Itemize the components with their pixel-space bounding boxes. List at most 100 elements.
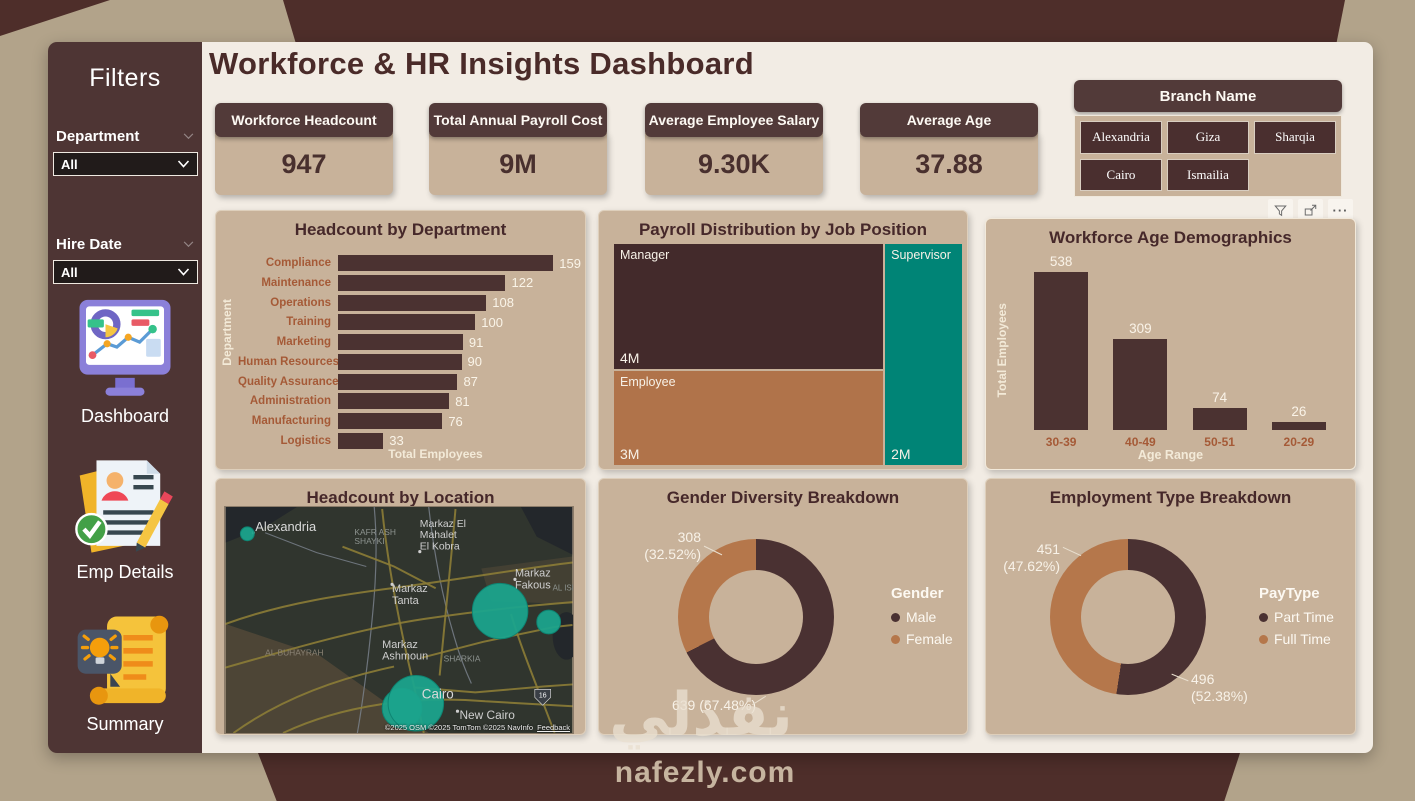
branch-button-giza[interactable]: Giza <box>1167 121 1249 154</box>
chevron-down-icon <box>177 268 190 276</box>
column-bar[interactable] <box>1113 339 1168 430</box>
callout-line: (52.38%) <box>1191 688 1248 704</box>
map-bubble[interactable] <box>239 526 255 542</box>
treemap-tile-supervisor[interactable]: Supervisor 2M <box>885 244 962 465</box>
map-bubble[interactable] <box>387 675 445 732</box>
column-bar[interactable] <box>1034 272 1089 430</box>
legend-item-female[interactable]: Female <box>891 631 953 647</box>
branch-name-slicer: Branch Name Alexandria Giza Sharqia Cairo Is… <box>1074 80 1342 197</box>
bar[interactable] <box>338 413 443 430</box>
legend-item-part-time[interactable]: Part Time <box>1259 609 1334 625</box>
more-options-icon[interactable]: ··· <box>1328 199 1353 222</box>
gender-diversity-panel: Gender Diversity Breakdown 308 (32.52%) 6… <box>598 478 968 735</box>
employee-document-icon <box>75 460 173 553</box>
kpi-value: 9M <box>429 133 607 195</box>
column-category-label: 20-29 <box>1283 435 1315 449</box>
treemap-tile-manager[interactable]: Manager 4M <box>614 244 884 370</box>
branch-button-sharqia[interactable]: Sharqia <box>1254 121 1336 154</box>
callout-line: (32.52%) <box>644 546 701 562</box>
bar[interactable] <box>338 353 462 370</box>
legend-item-full-time[interactable]: Full Time <box>1259 631 1334 647</box>
y-axis-title: Total Employees <box>995 303 1009 398</box>
map-feedback-link[interactable]: Feedback <box>537 723 570 732</box>
bar-category-label: Quality Assurance <box>238 375 339 388</box>
gender-legend: Gender Male Female <box>891 585 953 647</box>
branch-button-ismailia[interactable]: Ismailia <box>1167 158 1249 191</box>
map-place-label: SHARKIA <box>444 654 481 664</box>
map-bubble[interactable] <box>471 582 529 640</box>
kpi-label: Total Annual Payroll Cost <box>429 103 607 137</box>
bar-track: 108 <box>338 294 581 311</box>
chart-title: Payroll Distribution by Job Position <box>638 220 928 239</box>
column-category-label: 30-39 <box>1045 435 1077 449</box>
chevron-down-icon <box>177 160 190 168</box>
nav-summary-label: Summary <box>86 714 164 734</box>
department-dropdown-value: All <box>61 156 78 172</box>
bar-value-label: 100 <box>481 314 503 330</box>
map-place-label: AL BUHAYRAH <box>265 648 323 658</box>
map-place-label: Markaz Tanta <box>392 583 428 607</box>
payroll-treemap-panel: Payroll Distribution by Job Position Man… <box>598 210 968 470</box>
bar-track: 159 <box>338 255 581 271</box>
chart-title: Gender Diversity Breakdown <box>666 488 900 507</box>
filter-icon[interactable] <box>1268 199 1293 222</box>
donut-callout-male: 639 (67.48%) <box>649 697 779 714</box>
gender-donut[interactable] <box>678 539 834 695</box>
map-place-label: AL ISMA'IL <box>553 583 573 592</box>
kpi-card: Workforce Headcount 947 <box>215 103 393 195</box>
bar-category-label: Training <box>286 316 331 329</box>
bar-track: 81 <box>338 393 581 410</box>
callout-line: 451 <box>1036 541 1060 557</box>
nav-summary[interactable]: Summary <box>48 610 202 735</box>
branch-button-alexandria[interactable]: Alexandria <box>1080 121 1162 154</box>
bar-row: Marketing 91 <box>238 334 581 351</box>
map-bubble[interactable] <box>536 609 562 635</box>
nav-emp-details[interactable]: Emp Details <box>48 452 202 583</box>
nav-dashboard[interactable]: Dashboard <box>48 294 202 427</box>
bar-row: Human Resources 90 <box>238 353 581 370</box>
callout-line: 639 (67.48%) <box>671 697 757 713</box>
bar-chart-plot: Compliance 159 Maintenance 122 Operations 108… <box>238 255 581 449</box>
treemap-label: Supervisor <box>891 248 951 262</box>
branch-slicer-header: Branch Name <box>1074 80 1342 112</box>
column-value-label: 26 <box>1291 404 1307 419</box>
summary-scroll-icon <box>77 615 169 705</box>
treemap-value-label: 4M <box>620 350 640 367</box>
top-left-decorative-triangle <box>0 0 110 36</box>
kpi-label: Average Age <box>860 103 1038 137</box>
bar[interactable] <box>338 274 506 291</box>
legend-item-male[interactable]: Male <box>891 609 953 625</box>
paytype-donut[interactable] <box>1050 539 1206 695</box>
treemap-plot: Manager 4M Employee 3M Supervisor 2M <box>614 244 962 465</box>
bar[interactable] <box>338 373 458 390</box>
top-decorative-band <box>283 0 1345 43</box>
headcount-by-department-panel: Headcount by Department Department Compl… <box>215 210 586 470</box>
chevron-down-icon <box>183 241 194 248</box>
treemap-label: Employee <box>620 375 676 390</box>
bar[interactable] <box>338 294 487 311</box>
branch-button-cairo[interactable]: Cairo <box>1080 158 1162 191</box>
treemap-left-column: Manager 4M Employee 3M <box>614 244 884 465</box>
bar[interactable] <box>338 432 384 449</box>
bar[interactable] <box>338 255 554 271</box>
dashboard-window: Filters Department All Hire Date All <box>48 42 1373 753</box>
bar[interactable] <box>338 314 476 331</box>
bar-row: Quality Assurance 87 <box>238 373 581 390</box>
bar-value-label: 159 <box>559 255 581 271</box>
x-axis-title: Total Employees <box>388 447 483 461</box>
column-bar[interactable] <box>1192 408 1247 430</box>
department-dropdown[interactable]: All <box>53 152 198 176</box>
department-filter-label: Department <box>56 128 194 145</box>
column-category-label: 40-49 <box>1125 435 1156 449</box>
chart-title: Headcount by Department <box>294 220 507 239</box>
bar[interactable] <box>338 334 463 351</box>
hire-date-dropdown[interactable]: All <box>53 260 198 284</box>
column-bar[interactable] <box>1271 422 1326 430</box>
location-map[interactable]: Alexandria KAFR ASH SHAYKI Markaz El Mahalet… <box>224 506 592 734</box>
bar[interactable] <box>338 393 450 410</box>
branch-slicer-buttons: Alexandria Giza Sharqia Cairo Ismailia <box>1074 115 1342 197</box>
treemap-tile-employee[interactable]: Employee 3M <box>614 371 884 465</box>
map-place-label: Markaz Fakous <box>515 567 551 591</box>
focus-mode-icon[interactable] <box>1298 199 1323 222</box>
